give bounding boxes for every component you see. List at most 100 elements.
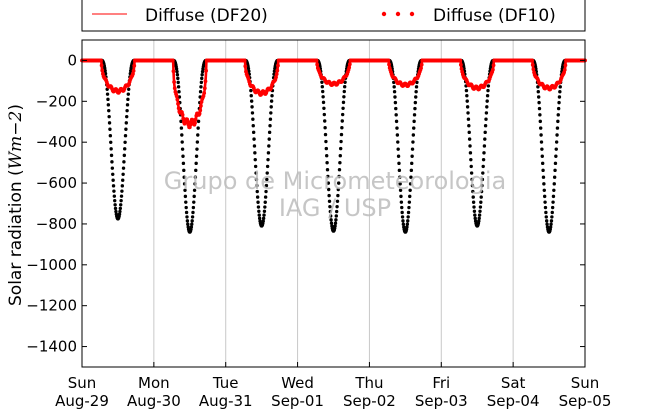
series-black-point [554, 140, 559, 144]
series-black-point [263, 200, 267, 204]
series-black-point [334, 218, 338, 222]
series-df10-point [198, 108, 203, 113]
series-df10-point [204, 68, 209, 73]
series-black-point [478, 209, 482, 214]
series-black-point [190, 219, 194, 223]
series-black-point [251, 123, 255, 128]
series-black-point [255, 195, 260, 199]
series-black-point [477, 213, 482, 217]
series-black-point [398, 175, 402, 179]
series-black-point [252, 137, 256, 141]
y-tick-label: −800 [36, 215, 77, 233]
series-black-point [252, 144, 257, 148]
series-black-point [200, 73, 204, 77]
series-black-point [392, 85, 396, 89]
series-black-point [548, 225, 553, 229]
series-black-point [185, 215, 189, 219]
series-black-point [117, 212, 122, 216]
series-black-point [399, 200, 404, 204]
series-black-point [123, 147, 127, 151]
series-black-point [467, 123, 471, 128]
series-black-point [485, 99, 489, 103]
series-black-point [323, 126, 327, 130]
series-black-point [265, 177, 269, 182]
series-black-point [538, 119, 542, 124]
series-black-point [392, 90, 397, 94]
series-black-point [200, 69, 205, 74]
series-black-point [333, 224, 337, 228]
series-df10-point [188, 122, 193, 127]
series-black-point [407, 205, 411, 210]
x-tick-label-date: Sep-02 [343, 392, 396, 409]
series-df10-point [175, 97, 180, 102]
series-black-point [326, 174, 330, 179]
series-df10-point [243, 64, 248, 69]
series-black-point [471, 189, 475, 194]
y-axis: 0 −200 −400 −600 −800 −1000 −1200 −1400 [26, 51, 585, 356]
series-black-point [401, 222, 406, 226]
series-black-point [412, 113, 417, 117]
series-black-point [338, 161, 342, 165]
series-df10-point [274, 72, 279, 77]
series-black-point [333, 221, 338, 225]
series-black-point [112, 194, 117, 198]
series-black-point [256, 200, 260, 204]
series-black-point [484, 111, 489, 115]
series-df10-point [419, 62, 424, 67]
series-black-point [551, 194, 556, 199]
series-black-point [392, 80, 396, 85]
series-black-point [113, 206, 118, 211]
legend-label-df10: Diffuse (DF10) [433, 6, 556, 26]
series-black-point [263, 195, 268, 199]
series-black-point [196, 133, 200, 137]
series-black-point [395, 133, 400, 137]
series-black-point [250, 111, 255, 115]
series-black-point [338, 146, 343, 151]
series-black-point [557, 95, 562, 99]
series-df10-point [171, 69, 176, 74]
series-black-point [341, 100, 346, 105]
series-black-point [545, 222, 549, 226]
series-black-point [196, 126, 200, 130]
series-black-point [324, 139, 328, 144]
x-tick-label-day: Sun [571, 374, 600, 392]
series-black-point [544, 215, 548, 219]
series-black-point [176, 85, 181, 89]
series-black-point [477, 219, 481, 223]
series-black-point [180, 133, 184, 137]
series-black-point [119, 194, 124, 198]
series-black-point [405, 222, 410, 226]
series-df10-point [531, 67, 536, 72]
series-black-point [536, 95, 541, 99]
series-black-point [327, 193, 331, 198]
series-df10-point [458, 62, 463, 67]
series-black-point [194, 154, 199, 158]
series-black-point [328, 209, 333, 214]
series-black-point [337, 174, 341, 179]
series-black-point [466, 111, 470, 115]
series-df10-point [100, 68, 105, 73]
series-black-point [249, 93, 253, 98]
series-black-point [469, 157, 473, 162]
series-df10-point [176, 101, 180, 106]
series-black-point [261, 219, 265, 223]
series-black-point [184, 210, 189, 215]
y-tick-label: −1400 [26, 338, 77, 356]
legend: Diffuse (DF20) Diffuse (DF10) [81, 0, 586, 32]
series-black-point [536, 85, 540, 89]
series-black-point [199, 85, 203, 89]
x-tick-label-day: Fri [432, 374, 450, 392]
series-black-point [257, 209, 261, 214]
series-black-point [175, 73, 180, 77]
series-black-point [181, 161, 186, 166]
series-black-point [192, 200, 196, 204]
series-black-point [549, 222, 553, 226]
x-tick-label-date: Sep-01 [271, 392, 324, 409]
series-df10-point [131, 68, 136, 73]
series-black-point [254, 177, 259, 182]
series-black-point [120, 184, 125, 188]
series-df10-point [202, 86, 207, 91]
series-black-point [541, 168, 545, 173]
series-black-point [256, 205, 261, 209]
series-black-point [191, 205, 196, 210]
